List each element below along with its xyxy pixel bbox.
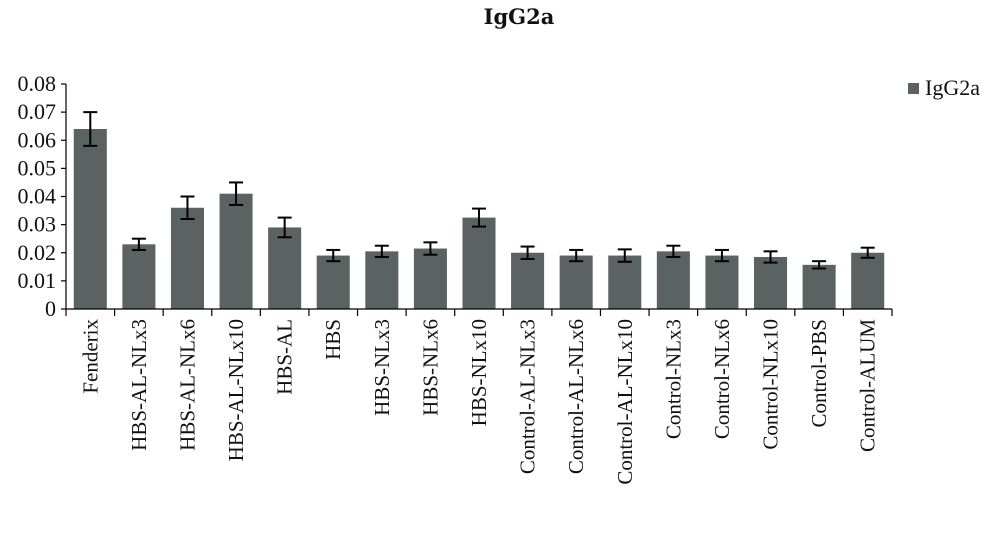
bar: [219, 193, 253, 309]
error-bar: [520, 245, 535, 260]
error-bar: [229, 181, 244, 206]
bar: [268, 227, 302, 309]
x-tick-label: Control-NLx3: [661, 319, 685, 439]
x-tick-label: HBS-NLx3: [370, 319, 394, 416]
y-axis: 0 0.01 0.02 0.03 0.04 0.05 0.06 0.07 0.08: [18, 71, 67, 321]
x-tick-label: HBS-NLx10: [467, 319, 491, 426]
bar: [559, 255, 593, 309]
error-bar: [860, 246, 875, 259]
error-bar: [569, 248, 584, 263]
x-tick-label: HBS-AL-NLx3: [127, 319, 151, 451]
bar: [851, 252, 885, 309]
x-tick-label: Control-AL-NLx6: [564, 319, 588, 474]
error-bar: [666, 244, 681, 258]
legend: IgG2a: [908, 75, 980, 100]
error-bar: [83, 111, 98, 147]
x-tick-label: Control-NLx10: [759, 319, 783, 450]
y-tick-label: 0: [45, 296, 56, 321]
x-tick-label: HBS-NLx6: [418, 319, 442, 416]
y-tick-label: 0.06: [18, 127, 57, 152]
error-bars: [83, 111, 875, 270]
y-tick-label: 0.03: [18, 212, 57, 237]
x-tick-label: Control-ALUM: [856, 319, 880, 452]
x-tick-label: HBS-AL: [273, 319, 297, 395]
bar: [802, 264, 836, 309]
bar: [73, 129, 107, 309]
error-bar: [131, 237, 146, 251]
x-tick-label: Control-AL-NLx3: [516, 319, 540, 474]
y-tick-label: 0.02: [18, 240, 57, 265]
bar: [122, 244, 156, 309]
legend-label: IgG2a: [925, 75, 980, 100]
bars: [73, 129, 885, 309]
error-bar: [277, 216, 292, 239]
chart-title: IgG2a: [484, 4, 555, 29]
y-tick-label: 0.01: [18, 268, 57, 293]
bar: [656, 251, 690, 309]
x-axis: Fenderix HBS-AL-NLx3 HBS-AL-NLx6 HBS-AL-NLx…: [65, 308, 893, 485]
bar: [462, 217, 496, 309]
bar: [705, 255, 739, 309]
error-bar: [374, 244, 389, 258]
error-bar: [180, 195, 195, 220]
x-tick-label: HBS-AL-NLx10: [224, 319, 248, 461]
error-bar: [472, 207, 486, 228]
error-bar: [617, 248, 632, 263]
x-tick-label: Fenderix: [78, 319, 102, 394]
bar: [170, 207, 204, 309]
error-bar: [423, 241, 438, 256]
error-bar: [326, 248, 341, 263]
bar: [511, 252, 545, 309]
x-tick-label: Control-PBS: [807, 319, 831, 428]
x-tick-label: HBS: [321, 319, 345, 360]
legend-swatch: [908, 83, 919, 94]
bar: [316, 255, 350, 309]
x-tick-label: HBS-AL-NLx6: [175, 319, 199, 451]
bar: [365, 251, 399, 309]
x-tick-label: Control-NLx6: [710, 319, 734, 439]
bar: [754, 256, 788, 309]
error-bar: [812, 260, 827, 270]
y-tick-label: 0.07: [18, 99, 57, 124]
error-bar: [714, 248, 729, 263]
y-tick-label: 0.05: [18, 155, 57, 180]
x-tick-label: Control-AL-NLx10: [613, 319, 637, 485]
y-tick-label: 0.04: [18, 184, 57, 209]
error-bar: [763, 250, 778, 264]
bar: [413, 248, 447, 309]
bar: [608, 255, 642, 309]
y-tick-label: 0.08: [18, 71, 57, 96]
